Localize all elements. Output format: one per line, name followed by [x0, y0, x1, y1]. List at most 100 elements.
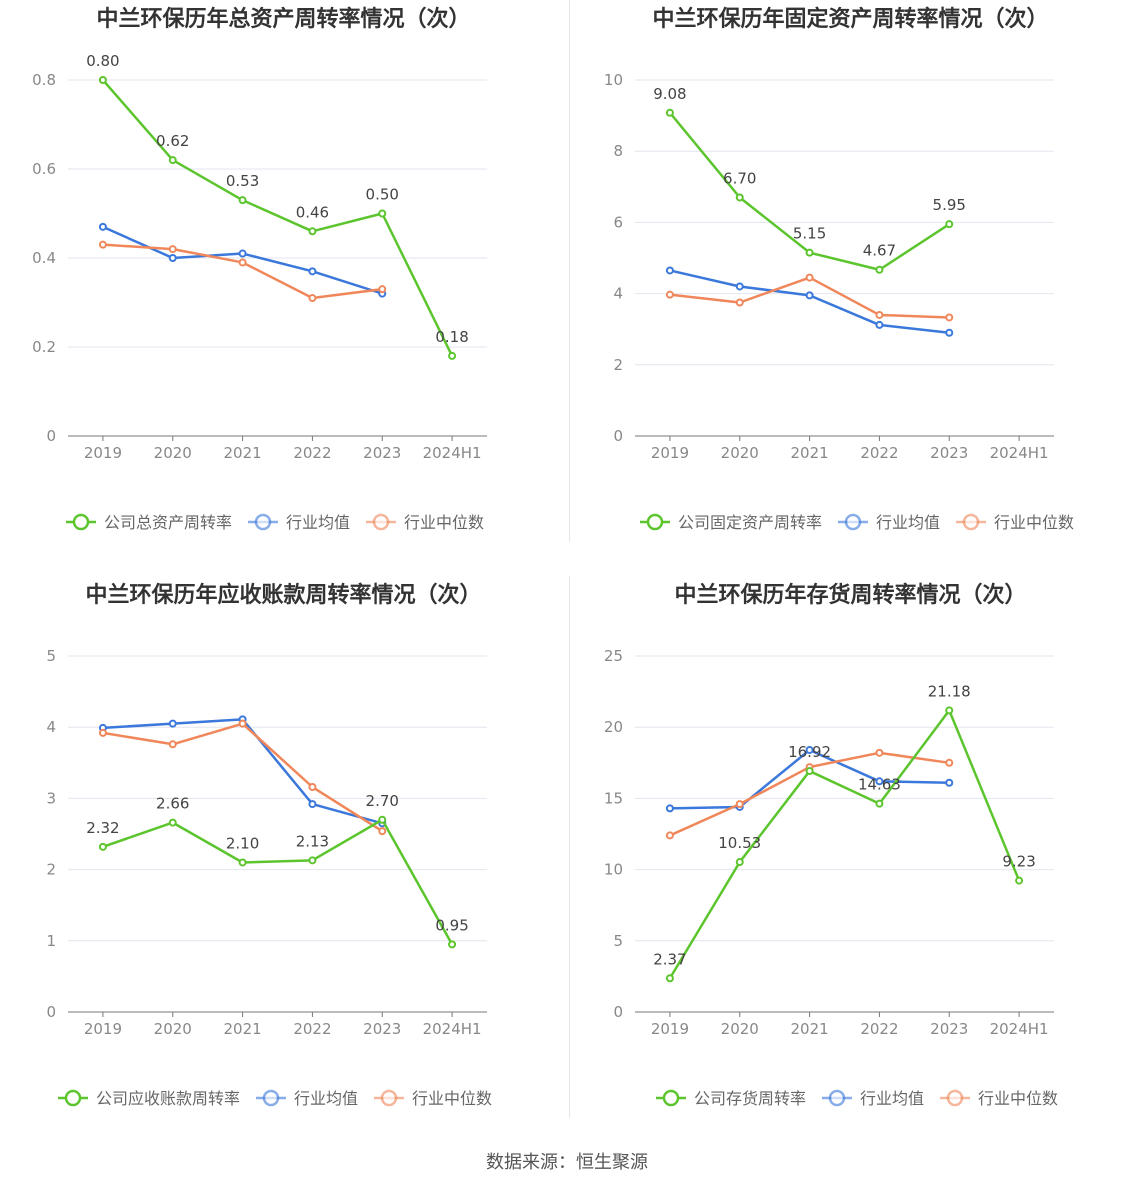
y-tick-label: 10 [604, 71, 623, 89]
y-tick-label: 0.4 [32, 249, 56, 267]
data-label: 2.66 [156, 795, 189, 813]
legend-label: 行业中位数 [412, 1089, 492, 1108]
series-line-company [101, 79, 454, 357]
x-tick-label: 2019 [651, 1020, 689, 1038]
data-point [665, 831, 674, 840]
data-point [875, 777, 884, 786]
y-tick-label: 0 [613, 1003, 623, 1021]
legend-item-avg[interactable]: 行业均值 [838, 513, 940, 532]
data-label: 0.53 [226, 172, 259, 190]
x-tick-label: 2022 [860, 1020, 898, 1038]
data-label: 2.37 [653, 950, 686, 968]
data-point [735, 282, 744, 291]
data-point [448, 351, 457, 360]
data-point [875, 799, 884, 808]
legend-item-avg[interactable]: 行业均值 [248, 513, 350, 532]
x-tick-label: 2024H1 [423, 444, 482, 462]
x-tick-label: 2024H1 [990, 444, 1049, 462]
legend-label: 行业中位数 [404, 513, 484, 532]
y-tick-label: 0 [46, 427, 56, 445]
data-point [308, 783, 317, 792]
data-label: 10.53 [718, 834, 761, 852]
data-point [168, 156, 177, 165]
legend-label: 行业中位数 [994, 513, 1074, 532]
y-tick-label: 4 [613, 285, 623, 303]
data-point [98, 76, 107, 84]
data-label: 0.46 [296, 203, 329, 221]
data-point [448, 940, 457, 949]
x-tick-label: 2022 [293, 1020, 331, 1038]
legend-item-median[interactable]: 行业中位数 [374, 1089, 492, 1108]
chart-title: 中兰环保历年存货周转率情况（次） [674, 582, 1026, 608]
legend-marker-icon [662, 1089, 680, 1107]
data-point [378, 827, 387, 836]
data-point [875, 265, 884, 274]
data-point [875, 320, 884, 329]
fixed-asset-turnover-chart: 中兰环保历年固定资产周转率情况（次） 0 2 4 6 8 10 2019 2020 2021 202… [567, 0, 1134, 576]
series-line-company [668, 111, 950, 271]
data-label: 2.70 [366, 792, 399, 810]
legend-item-median[interactable]: 行业中位数 [956, 513, 1074, 532]
series-line-company [102, 818, 454, 945]
x-tick-label: 2023 [930, 1020, 968, 1038]
legend-item-company[interactable]: 公司总资产周转率 [66, 513, 232, 532]
series-line-avg [102, 718, 383, 825]
receivables-turnover-chart: 中兰环保历年应收账款周转率情况（次） 0 1 2 3 4 5 2019 2020 2021 2022… [0, 576, 567, 1152]
legend-item-company[interactable]: 公司存货周转率 [656, 1089, 806, 1108]
y-tick-label: 0.8 [32, 71, 56, 89]
legend-marker-icon [372, 513, 390, 531]
data-point [98, 240, 107, 249]
legend-label: 行业均值 [294, 1089, 358, 1108]
legend-item-company[interactable]: 公司固定资产周转率 [640, 513, 822, 532]
data-point [238, 249, 247, 258]
series-company: 0.80 0.62 0.53 0.46 0.50 0.18 [86, 52, 469, 360]
y-tick-label: 1 [46, 932, 56, 950]
legend-item-median[interactable]: 行业中位数 [940, 1089, 1058, 1108]
series-line-company [668, 709, 1021, 979]
legend-item-avg[interactable]: 行业均值 [256, 1089, 358, 1108]
data-label: 0.50 [366, 186, 399, 204]
series-avg [665, 266, 954, 337]
data-point [308, 294, 317, 303]
x-tick-label: 2021 [790, 1020, 828, 1038]
legend-label: 行业均值 [286, 513, 350, 532]
data-point [168, 719, 177, 728]
x-tick-label: 2019 [84, 1020, 122, 1038]
y-tick-label: 0.2 [32, 338, 56, 356]
data-point [945, 758, 954, 767]
data-point [735, 193, 744, 202]
legend-item-avg[interactable]: 行业均值 [822, 1089, 924, 1108]
data-point [238, 196, 247, 205]
data-label: 6.70 [723, 169, 756, 187]
data-label: 4.67 [863, 242, 896, 260]
source-name: 恒生聚源 [576, 1152, 648, 1173]
data-point [735, 298, 744, 307]
data-label: 0.95 [435, 916, 468, 934]
x-tick-label: 2020 [721, 444, 759, 462]
legend-marker-icon [844, 513, 862, 531]
legend-marker-icon [64, 1089, 82, 1107]
divider-top [569, 0, 570, 542]
y-tick-label: 2 [46, 861, 56, 879]
y-tick-label: 20 [604, 718, 623, 736]
legend-label: 公司应收账款周转率 [96, 1089, 240, 1108]
y-tick-label: 0 [46, 1003, 56, 1021]
x-tick-label: 2020 [721, 1020, 759, 1038]
inventory-turnover-chart: 中兰环保历年存货周转率情况（次） 0 5 10 15 20 25 2019 2020 2021 20… [567, 576, 1134, 1152]
legend-item-median[interactable]: 行业中位数 [366, 513, 484, 532]
legend-label: 公司总资产周转率 [104, 513, 232, 532]
data-point [238, 719, 247, 728]
data-point [805, 273, 814, 282]
legend-label: 公司固定资产周转率 [678, 513, 822, 532]
x-tick-label: 2023 [363, 1020, 401, 1038]
divider-bottom [569, 576, 570, 1118]
x-tick-label: 2022 [860, 444, 898, 462]
chart-title: 中兰环保历年总资产周转率情况（次） [96, 6, 470, 32]
legend-marker-icon [72, 513, 90, 531]
data-point [805, 745, 814, 754]
series-median [98, 719, 387, 836]
y-tick-label: 5 [613, 932, 623, 950]
legend-item-company[interactable]: 公司应收账款周转率 [58, 1089, 240, 1108]
data-label: 2.13 [296, 832, 329, 850]
y-tick-label: 0.6 [32, 160, 56, 178]
